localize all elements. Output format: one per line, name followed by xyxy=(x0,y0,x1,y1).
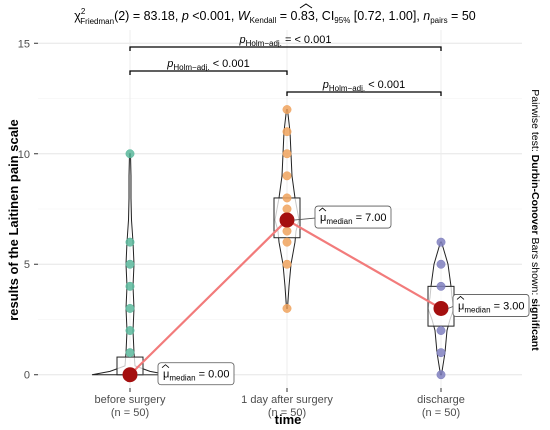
y-tick-label: 15 xyxy=(18,38,30,50)
x-category-n-label: (n = 50) xyxy=(111,407,149,419)
x-category-label: discharge xyxy=(417,394,465,406)
data-point xyxy=(282,259,292,269)
median-label-text: μmedian = 7.00 xyxy=(320,212,387,226)
data-point xyxy=(282,149,292,159)
data-point xyxy=(282,127,292,137)
data-point xyxy=(125,348,135,358)
data-point xyxy=(125,237,135,247)
data-point xyxy=(436,370,446,380)
median-point xyxy=(433,300,449,316)
y-tick-label: 0 xyxy=(24,370,30,382)
data-point xyxy=(282,226,292,236)
data-point xyxy=(282,171,292,181)
median-label-text: μmedian = 0.00 xyxy=(163,369,230,383)
w-hat-mark xyxy=(299,3,313,9)
x-category-n-label: (n = 50) xyxy=(422,407,460,419)
data-point xyxy=(125,281,135,291)
side-note: Pairwise test: Durbin-Conover Bars shown… xyxy=(529,89,541,351)
points-layer xyxy=(125,105,446,380)
significance-label: pHolm−adj. = < 0.001 xyxy=(239,34,332,48)
x-category-label: 1 day after surgery xyxy=(241,394,333,406)
median-label-leader xyxy=(293,217,316,221)
x-axis-title: time xyxy=(275,412,302,427)
significance-layer: pHolm−adj. = < 0.001 pHolm−adj. < 0.001 pH… xyxy=(129,34,442,96)
significance-bar xyxy=(129,70,288,75)
median-point xyxy=(279,212,295,228)
median-label-hat xyxy=(161,364,170,369)
data-point xyxy=(125,259,135,269)
x-category-n-label: (n = 50) xyxy=(268,407,306,419)
significance-label: pHolm−adj. < 0.001 xyxy=(166,58,249,72)
y-tick-label: 5 xyxy=(24,259,30,271)
data-point xyxy=(436,348,446,358)
significance-bar xyxy=(286,91,442,96)
data-point xyxy=(125,149,135,159)
data-point xyxy=(436,281,446,291)
chart-subtitle: χ2 Friedman(2) = 83.18, p <0.001, WKendal… xyxy=(74,7,476,26)
median-label-hat xyxy=(456,295,465,300)
data-point xyxy=(282,204,292,214)
median-label-box xyxy=(314,205,392,229)
median-point xyxy=(122,367,138,383)
data-point xyxy=(282,193,292,203)
median-label-text: μmedian = 3.00 xyxy=(458,300,525,314)
data-point xyxy=(436,259,446,269)
data-point xyxy=(282,237,292,247)
data-point xyxy=(282,303,292,313)
y-axis-title: results of the Laitinen pain scale xyxy=(6,119,21,321)
significance-label: pHolm−adj. < 0.001 xyxy=(322,79,405,93)
data-point xyxy=(125,326,135,335)
violins-layer xyxy=(91,109,455,376)
data-point xyxy=(436,326,446,335)
median-line-layer xyxy=(122,212,449,383)
median-label-box xyxy=(157,362,235,386)
median-label-hat xyxy=(318,207,327,212)
y-tick-label: 10 xyxy=(18,149,30,161)
data-point xyxy=(125,303,135,313)
data-point xyxy=(436,237,446,247)
median-label-leader xyxy=(447,306,454,309)
median-labels-layer: μmedian = 0.00 μmedian = 7.00 μmedian = 3.… xyxy=(137,205,530,386)
significance-bar xyxy=(129,46,442,51)
median-label-box xyxy=(452,294,530,317)
data-point xyxy=(282,105,292,115)
x-category-label: before surgery xyxy=(95,394,166,406)
